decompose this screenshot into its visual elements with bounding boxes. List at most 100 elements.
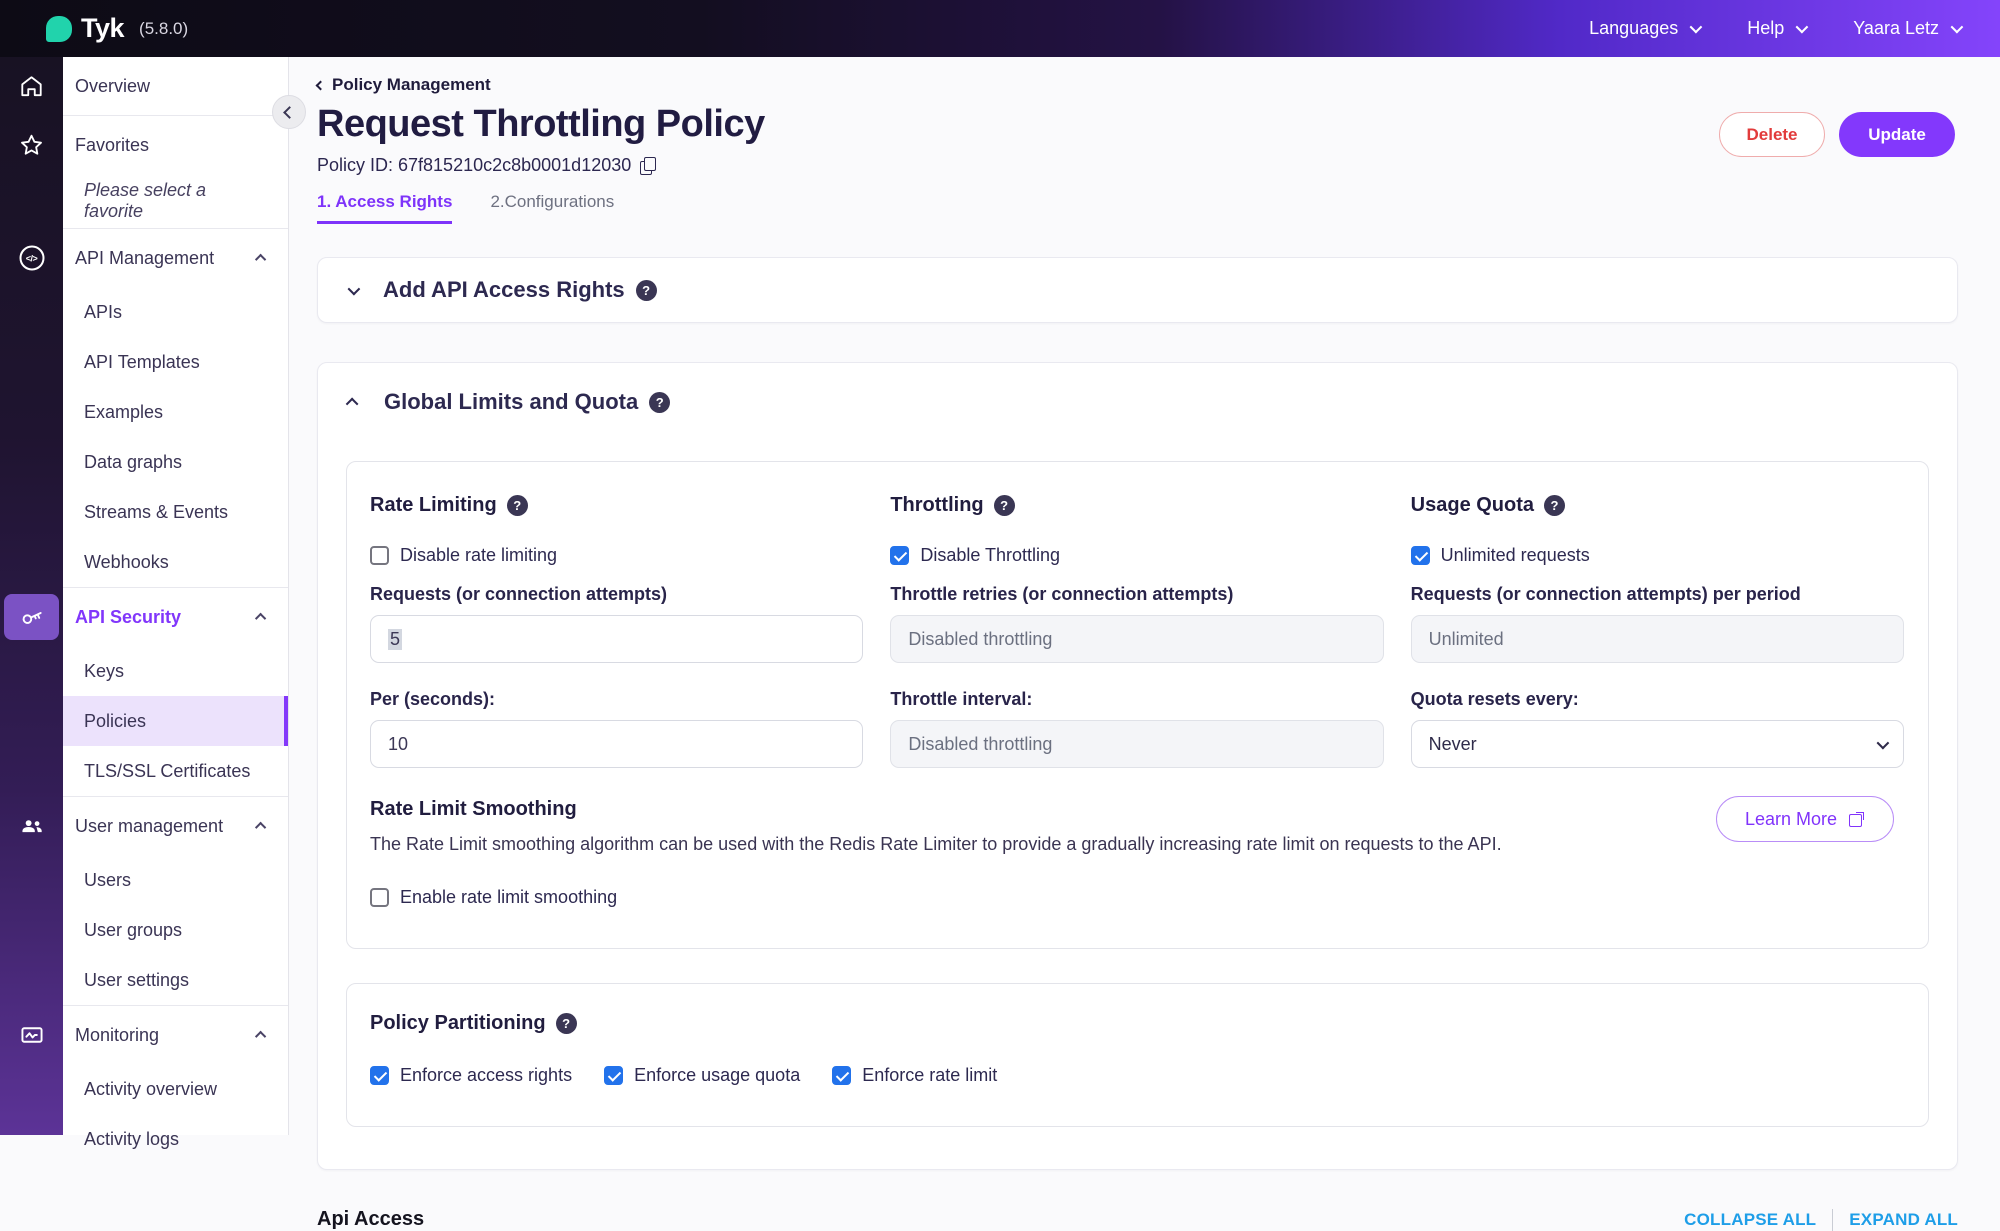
divider (63, 587, 288, 588)
sidebar-item-activity-overview[interactable]: Activity overview (63, 1064, 288, 1114)
sidebar-label: User management (75, 815, 224, 836)
checkbox-icon (370, 888, 389, 907)
help-icon[interactable]: ? (635, 279, 657, 301)
delete-button[interactable]: Delete (1719, 112, 1825, 157)
usage-quota-column: Usage Quota? Unlimited requests Requests… (1410, 486, 1904, 768)
sidebar-label: API Security (75, 606, 182, 627)
checkbox-icon (604, 1066, 624, 1085)
quota-resets-select[interactable]: Never (1410, 720, 1904, 768)
sidebar-label: Data graphs (84, 451, 183, 472)
requests-per-period-input[interactable]: Unlimited (1410, 615, 1904, 663)
sidebar-section-api-management[interactable]: API Management (63, 229, 288, 287)
tyk-logo-icon (46, 15, 72, 42)
sidebar-collapse-button[interactable] (272, 95, 306, 129)
chevron-left-icon (315, 80, 326, 90)
sidebar-label: Monitoring (75, 1024, 160, 1045)
sidebar-section-monitoring[interactable]: Monitoring (63, 1006, 288, 1064)
usage-quota-title: Usage Quota (1410, 494, 1535, 516)
chevron-down-icon (1950, 20, 1964, 34)
checkbox-icon (1410, 546, 1430, 565)
checkbox-label: Enforce access rights (400, 1065, 573, 1085)
collapse-all-link[interactable]: COLLAPSE ALL (1684, 1209, 1817, 1229)
sidebar: Overview Favorites Please select a favor… (63, 57, 289, 1149)
rate-limit-smoothing-title: Rate Limit Smoothing (370, 798, 577, 820)
throttle-interval-input[interactable]: Disabled throttling (890, 720, 1384, 768)
sidebar-item-webhooks[interactable]: Webhooks (63, 537, 288, 587)
limits-panel: Rate Limiting? Disable rate limiting Req… (346, 461, 1929, 949)
checkbox-icon (370, 1066, 389, 1085)
sidebar-label: API Templates (84, 351, 200, 372)
sidebar-label: Favorites (75, 134, 150, 155)
breadcrumb-label: Policy Management (332, 75, 491, 94)
sidebar-label: User groups (84, 919, 183, 940)
tyk-logo[interactable]: Tyk (5.8.0) (46, 13, 188, 44)
enforce-usage-quota-checkbox[interactable]: Enforce usage quota (604, 1065, 800, 1086)
chevron-up-icon[interactable] (345, 397, 359, 410)
user-menu[interactable]: Yaara Letz (1853, 18, 1964, 39)
help-icon[interactable]: ? (555, 1013, 577, 1034)
sidebar-item-tls-ssl-certificates[interactable]: TLS/SSL Certificates (63, 746, 288, 796)
icon-rail: </> (0, 57, 63, 1135)
api-management-icon[interactable]: </> (18, 245, 45, 272)
throttle-retries-input[interactable]: Disabled throttling (890, 615, 1384, 663)
sidebar-section-user-management[interactable]: User management (63, 797, 288, 855)
breadcrumb[interactable]: Policy Management (315, 75, 1958, 95)
copy-icon[interactable] (640, 157, 657, 175)
favorites-star-icon[interactable] (18, 132, 45, 159)
home-icon[interactable] (18, 73, 45, 100)
sidebar-label: Examples (84, 401, 164, 422)
policy-id: Policy ID: 67f815210c2c8b0001d12030 (317, 155, 1958, 176)
per-seconds-label: Per (seconds): (370, 689, 496, 709)
tabs: 1. Access Rights 2.Configurations (317, 192, 1958, 224)
help-icon[interactable]: ? (1544, 495, 1566, 516)
sidebar-section-api-security[interactable]: API Security (63, 588, 288, 646)
sidebar-item-policies[interactable]: Policies (63, 696, 288, 746)
tab-configurations[interactable]: 2.Configurations (490, 192, 615, 211)
expand-all-link[interactable]: EXPAND ALL (1849, 1209, 1958, 1229)
learn-more-button[interactable]: Learn More (1716, 796, 1894, 842)
sidebar-item-keys[interactable]: Keys (63, 646, 288, 696)
help-icon[interactable]: ? (506, 495, 528, 516)
sidebar-item-user-groups[interactable]: User groups (63, 905, 288, 955)
sidebar-item-api-templates[interactable]: API Templates (63, 337, 288, 387)
help-menu[interactable]: Help (1747, 18, 1809, 39)
divider (63, 228, 288, 229)
throttling-column: Throttling? Disable Throttling Throttle … (890, 486, 1384, 768)
disable-throttling-checkbox[interactable]: Disable Throttling (890, 545, 1383, 566)
add-api-access-rights-section[interactable]: Add API Access Rights ? (317, 257, 1958, 323)
chevron-up-icon (254, 1030, 267, 1043)
per-seconds-value: 10 (388, 733, 409, 754)
sidebar-item-favorites[interactable]: Favorites (63, 116, 288, 174)
unlimited-requests-checkbox[interactable]: Unlimited requests (1410, 545, 1904, 566)
enable-rate-limit-smoothing-checkbox[interactable]: Enable rate limit smoothing (370, 887, 1904, 908)
requests-label: Requests (or connection attempts) (370, 584, 668, 604)
tab-access-rights[interactable]: 1. Access Rights (317, 192, 453, 224)
languages-menu[interactable]: Languages (1589, 18, 1703, 39)
page-title: Request Throttling Policy (317, 103, 765, 145)
monitoring-icon[interactable] (18, 1022, 45, 1049)
sidebar-item-examples[interactable]: Examples (63, 387, 288, 437)
per-seconds-input[interactable]: 10 (370, 720, 864, 768)
policy-partitioning-panel: Policy Partitioning ? Enforce access rig… (346, 983, 1929, 1127)
sidebar-item-overview[interactable]: Overview (63, 57, 288, 115)
api-security-key-icon[interactable] (18, 604, 45, 631)
sidebar-item-streams-events[interactable]: Streams & Events (63, 487, 288, 537)
sidebar-item-data-graphs[interactable]: Data graphs (63, 437, 288, 487)
sidebar-item-activity-logs[interactable]: Activity logs (63, 1114, 288, 1164)
sidebar-item-users[interactable]: Users (63, 855, 288, 905)
enforce-access-rights-checkbox[interactable]: Enforce access rights (370, 1065, 572, 1086)
checkbox-label: Unlimited requests (1440, 545, 1590, 565)
chevron-down-icon (1876, 736, 1890, 749)
disable-rate-limiting-checkbox[interactable]: Disable rate limiting (370, 545, 863, 566)
user-management-icon[interactable] (18, 813, 45, 840)
help-icon[interactable]: ? (649, 391, 671, 413)
update-button[interactable]: Update (1839, 112, 1955, 157)
checkbox-label: Disable Throttling (920, 545, 1061, 565)
enforce-rate-limit-checkbox[interactable]: Enforce rate limit (832, 1065, 997, 1086)
sidebar-label: Keys (84, 660, 125, 681)
rate-limit-smoothing-description: The Rate Limit smoothing algorithm can b… (370, 834, 1502, 854)
requests-input[interactable]: 5 (370, 615, 864, 663)
help-icon[interactable]: ? (993, 495, 1015, 516)
sidebar-item-user-settings[interactable]: User settings (63, 955, 288, 1005)
sidebar-item-apis[interactable]: APIs (63, 287, 288, 337)
